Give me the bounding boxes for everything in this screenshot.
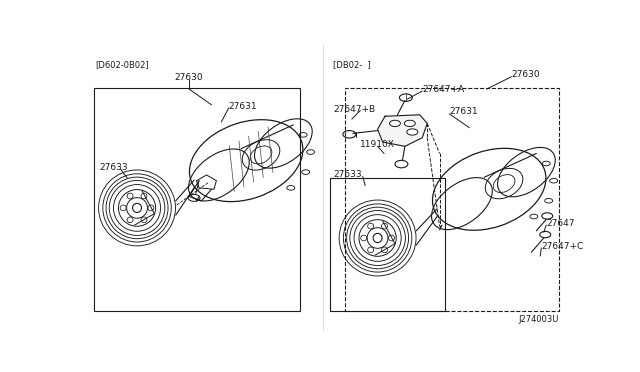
Text: 27647+C: 27647+C <box>541 242 584 251</box>
Circle shape <box>407 129 418 135</box>
Polygon shape <box>378 115 428 146</box>
Circle shape <box>404 120 415 126</box>
Text: 11910X: 11910X <box>360 140 395 150</box>
Text: 27630: 27630 <box>175 73 204 82</box>
Text: [D602-0B02]: [D602-0B02] <box>95 60 148 69</box>
Circle shape <box>390 120 401 126</box>
Text: 27630: 27630 <box>511 70 540 79</box>
Bar <box>346 87 559 311</box>
Bar <box>330 178 445 311</box>
Text: J274003U: J274003U <box>518 315 559 324</box>
Text: 27647+B: 27647+B <box>333 105 375 113</box>
Bar <box>94 87 300 311</box>
Text: 27647: 27647 <box>547 219 575 228</box>
Text: [DB02-  ]: [DB02- ] <box>333 60 371 69</box>
Text: 27633: 27633 <box>100 163 129 172</box>
Text: 27631: 27631 <box>449 108 478 116</box>
Text: 27631: 27631 <box>229 102 257 111</box>
Text: 27633: 27633 <box>333 170 362 179</box>
Text: 27647+A: 27647+A <box>422 84 465 93</box>
